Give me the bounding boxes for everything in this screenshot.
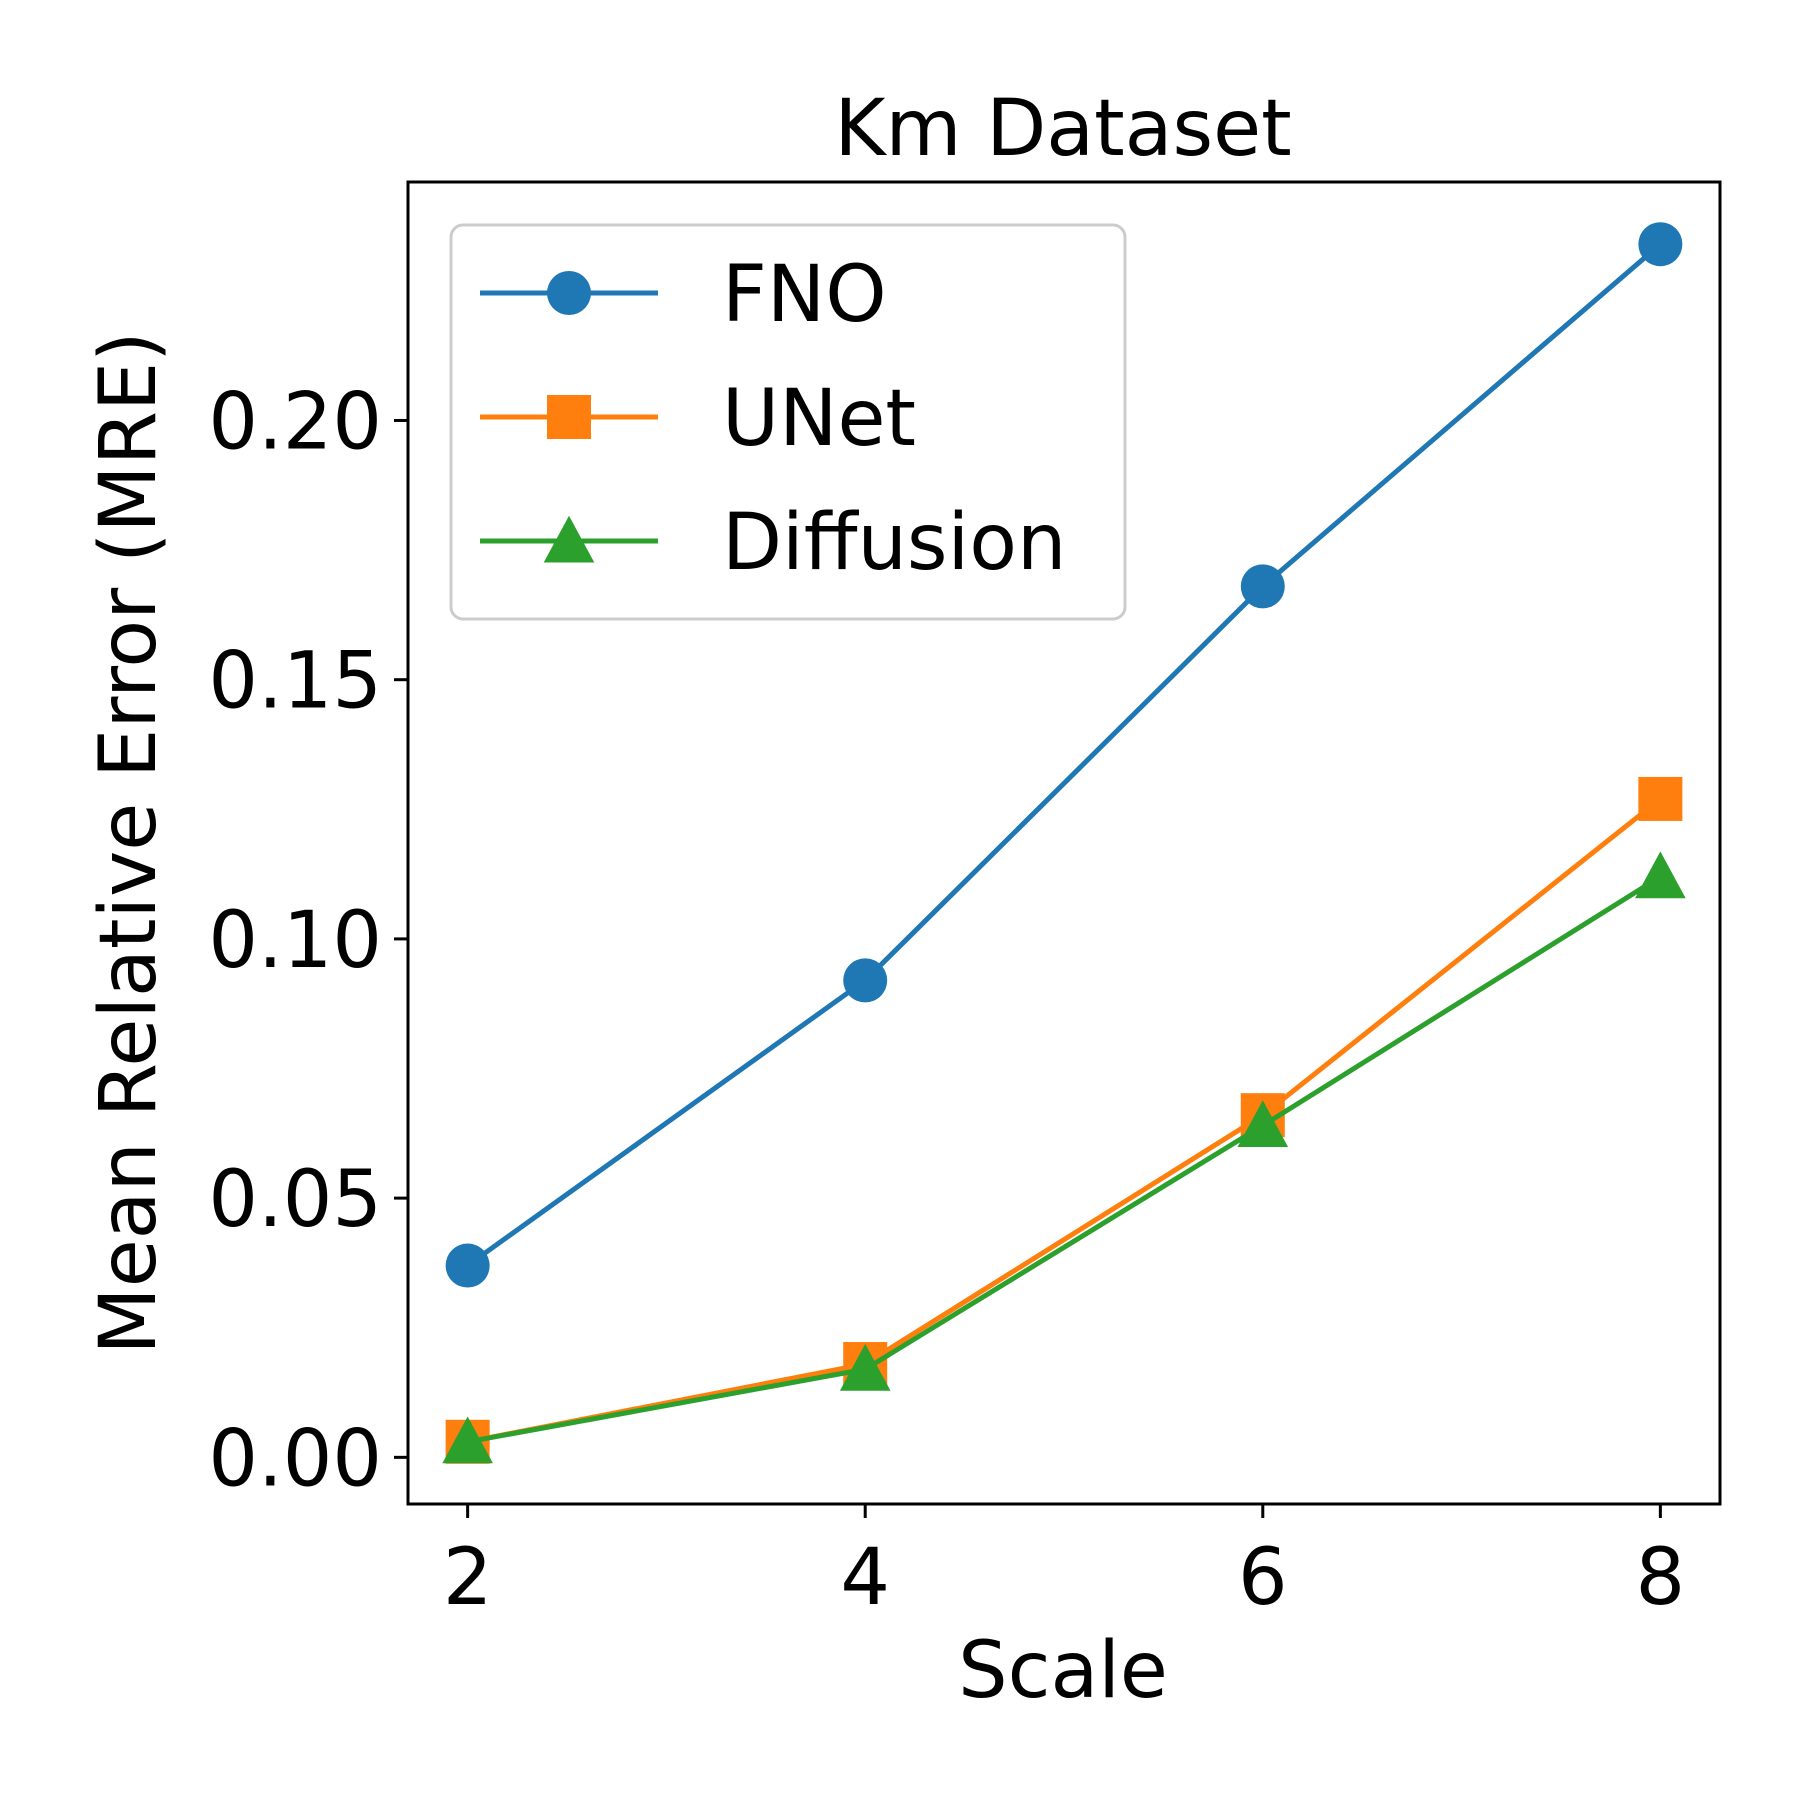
data-point-fno <box>1240 564 1285 609</box>
legend-entry-diffusion: Diffusion <box>480 498 1066 588</box>
series-diffusion <box>442 851 1686 1464</box>
y-tick-label: 0.10 <box>208 896 382 986</box>
x-tick-label: 4 <box>840 1533 890 1623</box>
x-axis: 2 4 6 8 <box>443 1504 1685 1623</box>
legend-label-diffusion: Diffusion <box>722 498 1066 588</box>
legend: FNO UNet Diffusion <box>449 223 1127 621</box>
x-tick-label: 2 <box>443 1533 493 1623</box>
series-line-diffusion <box>467 874 1662 1445</box>
plot-area-frame <box>406 180 1722 1506</box>
data-point-fno <box>1638 222 1683 267</box>
data-point-diffusion <box>442 1416 493 1464</box>
chart-title: Km Dataset <box>834 84 1291 174</box>
data-point-diffusion <box>839 1343 891 1391</box>
y-tick-label: 0.00 <box>208 1414 382 1504</box>
data-point-fno <box>843 958 888 1003</box>
legend-entry-fno: FNO <box>480 250 887 340</box>
x-tick-label: 8 <box>1636 1533 1686 1623</box>
series-line-unet <box>467 796 1662 1445</box>
data-point-diffusion <box>1635 851 1686 899</box>
y-axis: 0.00 0.05 0.10 0.15 0.20 <box>208 377 408 1504</box>
y-tick-label: 0.20 <box>208 377 382 467</box>
y-axis-label: Mean Relative Error (MRE) <box>84 331 174 1354</box>
y-tick-label: 0.15 <box>208 637 382 727</box>
x-axis-label: Scale <box>958 1626 1168 1716</box>
legend-marker-diffusion <box>543 515 595 563</box>
data-point-diffusion <box>1237 1100 1289 1148</box>
legend-marker-fno <box>547 271 591 315</box>
legend-box <box>449 223 1127 621</box>
series-layer <box>442 222 1686 1464</box>
legend-marker-unet <box>547 395 591 439</box>
data-point-fno <box>445 1243 490 1288</box>
x-tick-label: 6 <box>1238 1533 1288 1623</box>
legend-entry-unet: UNet <box>480 374 916 464</box>
data-point-unet <box>1638 776 1683 821</box>
legend-label-unet: UNet <box>722 374 916 464</box>
series-unet <box>445 776 1683 1464</box>
y-tick-label: 0.05 <box>208 1155 382 1245</box>
legend-label-fno: FNO <box>722 250 887 340</box>
series-fno <box>445 222 1683 1288</box>
series-line-fno <box>466 242 1662 1268</box>
